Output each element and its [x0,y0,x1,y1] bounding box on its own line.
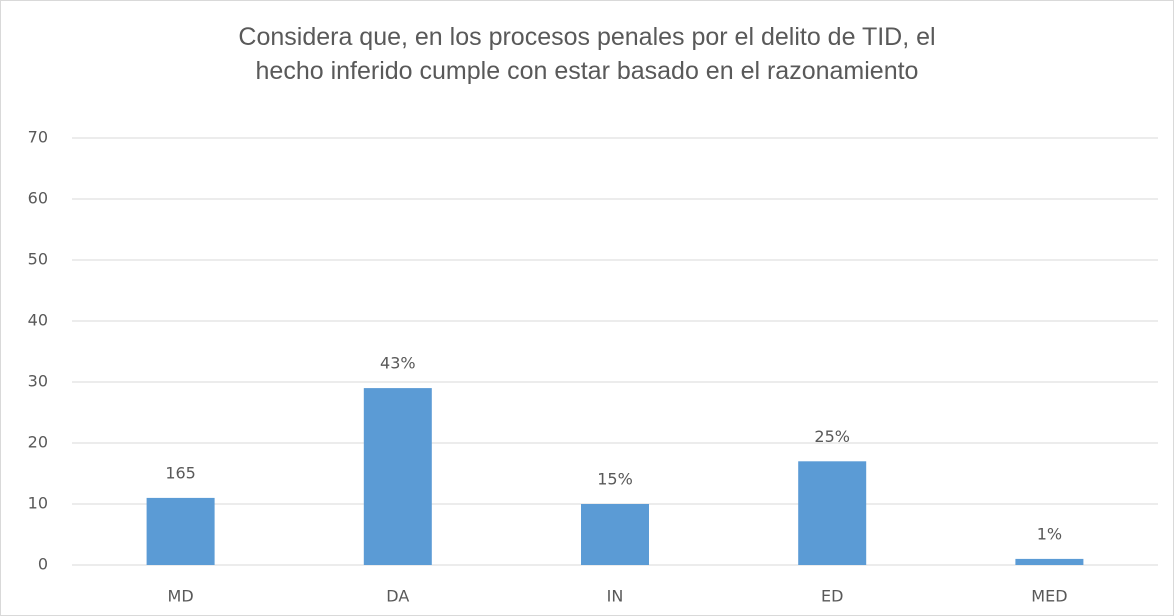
bar [581,504,649,565]
x-tick-label: ED [821,587,843,606]
chart-title: Considera que, en los procesos penales p… [238,23,936,85]
y-tick-label: 0 [38,555,48,574]
data-label: 1% [1037,524,1062,543]
x-tick-label: MED [1031,587,1067,606]
data-label: 43% [380,354,416,373]
y-tick-label: 30 [28,372,48,391]
x-tick-label: MD [168,587,194,606]
y-tick-label: 60 [28,189,48,208]
y-tick-label: 40 [28,311,48,330]
bar [1015,558,1084,565]
x-tick-label: IN [607,587,624,606]
y-tick-label: 20 [28,433,48,452]
y-tick-label: 70 [28,128,48,147]
y-tick-label: 10 [28,494,48,513]
data-label: 15% [597,470,633,489]
data-label: 165 [165,463,196,482]
y-tick-label: 50 [28,250,48,269]
bar [363,388,432,565]
bar [798,461,867,565]
data-label: 25% [814,427,850,446]
bar [146,497,215,565]
x-tick-label: DA [386,587,409,606]
